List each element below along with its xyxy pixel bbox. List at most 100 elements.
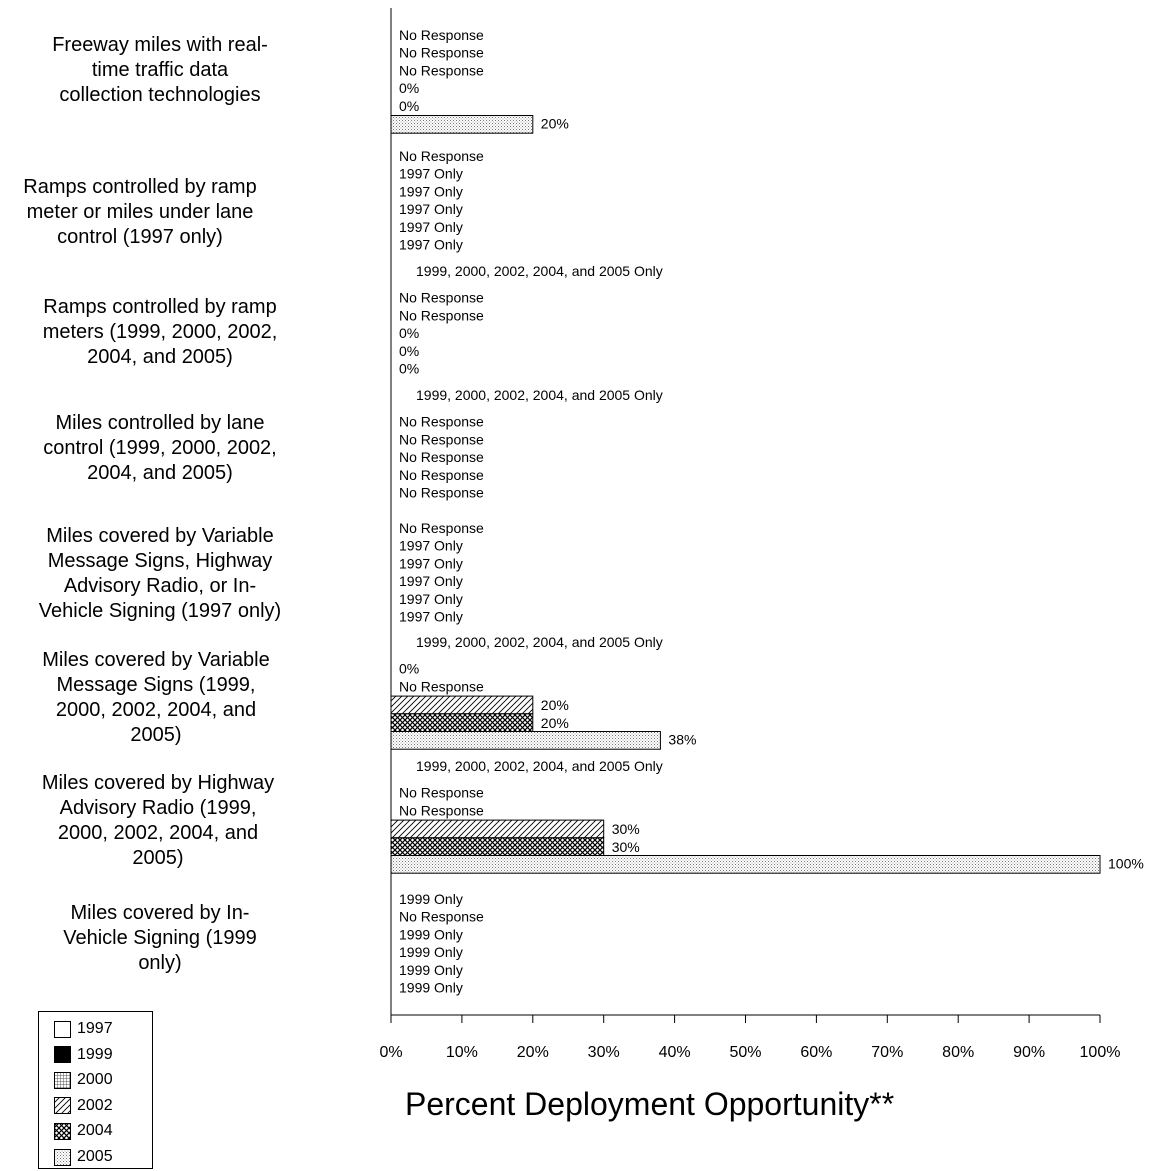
- category-label-line: time traffic data: [91, 59, 229, 81]
- category-label-line: Freeway miles with real-: [52, 34, 268, 56]
- data-label: 30%: [612, 821, 640, 837]
- category-label-line: 2004, and 2005): [87, 346, 233, 368]
- category-label-line: 2000, 2002, 2004, and: [55, 699, 257, 721]
- data-label: No Response: [399, 802, 484, 818]
- data-label: No Response: [399, 148, 484, 164]
- category-label-line: Miles controlled by lane: [55, 412, 265, 434]
- data-label: 1999, 2000, 2002, 2004, and 2005 Only: [416, 263, 663, 279]
- bar-2004: [390, 713, 534, 732]
- data-label: No Response: [399, 307, 484, 323]
- data-label: No Response: [399, 414, 484, 430]
- data-label: 1997 Only: [399, 237, 463, 253]
- data-label: 1997 Only: [399, 609, 463, 625]
- data-label: No Response: [399, 785, 484, 801]
- legend-swatch-rect: [54, 1046, 71, 1064]
- data-label: 1997 Only: [399, 201, 463, 217]
- x-tick-label: 50%: [729, 1044, 761, 1061]
- x-tick-label: 60%: [800, 1044, 832, 1061]
- data-label: No Response: [399, 909, 484, 925]
- data-label: 100%: [1108, 856, 1144, 872]
- data-label: 0%: [399, 661, 419, 677]
- data-label: No Response: [399, 485, 484, 501]
- legend-label: 2000: [77, 1071, 113, 1089]
- category-label: Miles covered by Highway Advisory Radio (…: [0, 771, 318, 871]
- data-label: No Response: [399, 431, 484, 447]
- data-label: 0%: [399, 80, 419, 96]
- category-label: Ramps controlled by ramp meters (1999, 20…: [0, 295, 320, 370]
- category-label-line: 2000, 2002, 2004, and: [57, 822, 259, 844]
- data-label: No Response: [399, 449, 484, 465]
- legend-label: 2005: [77, 1148, 113, 1165]
- category-label-line: control (1997 only): [57, 226, 223, 248]
- category-label-line: Advisory Radio (1999,: [59, 797, 257, 819]
- category-label-line: meters (1999, 2000, 2002,: [42, 321, 278, 343]
- category-label-line: Miles covered by Highway: [41, 772, 275, 794]
- data-label: 1999 Only: [399, 891, 463, 907]
- x-axis-title: Percent Deployment Opportunity**: [405, 1086, 895, 1122]
- legend-label: 2004: [77, 1122, 113, 1140]
- data-label: 30%: [612, 839, 640, 855]
- legend-swatch: [54, 1046, 71, 1064]
- data-label: 0%: [399, 98, 419, 114]
- data-label: No Response: [399, 290, 484, 306]
- data-label: 0%: [399, 343, 419, 359]
- data-label: 1999 Only: [399, 944, 463, 960]
- bar-2002: [390, 695, 534, 715]
- data-label: 1997 Only: [399, 555, 463, 571]
- legend-item-2002: 2002: [54, 1095, 113, 1117]
- category-label-line: 2005): [130, 724, 182, 746]
- data-label: No Response: [399, 467, 484, 483]
- x-tick-label: 80%: [942, 1044, 974, 1061]
- legend-item-2000: 2000: [54, 1069, 113, 1091]
- category-label-line: Message Signs, Highway: [47, 550, 273, 572]
- data-label: 20%: [541, 697, 569, 713]
- bar-2005: [390, 731, 661, 750]
- data-label: 1999, 2000, 2002, 2004, and 2005 Only: [416, 387, 663, 403]
- data-label: No Response: [399, 520, 484, 536]
- category-label-line: meter or miles under lane: [26, 201, 254, 223]
- legend-swatch: [54, 1148, 71, 1166]
- category-label-line: Advisory Radio, or In-: [63, 575, 257, 597]
- legend-swatch-rect: [54, 1122, 71, 1140]
- category-label-line: Miles covered by Variable: [42, 649, 270, 671]
- category-label-line: collection technologies: [59, 84, 261, 106]
- data-label: 1999 Only: [399, 926, 463, 942]
- x-tick-label: 0%: [379, 1044, 402, 1061]
- plot-area: 0% 10% 20% 30% 40% 50% 60% 70% 80% 90% 100% No Resp…: [379, 8, 1144, 1061]
- bar-2005: [390, 115, 534, 134]
- category-label-line: Ramps controlled by ramp: [43, 296, 277, 318]
- bar-2004: [390, 837, 605, 856]
- category-label-line: control (1999, 2000, 2002,: [43, 437, 277, 459]
- legend-label: 1999: [77, 1045, 113, 1063]
- x-tick-label: 10%: [446, 1044, 478, 1061]
- category-label: Miles controlled by lane control (1999, 2…: [0, 411, 320, 486]
- legend: 1997 1999 2000 2002 2004 2005: [38, 1011, 153, 1169]
- legend-swatch: [54, 1097, 71, 1115]
- data-label: 1999, 2000, 2002, 2004, and 2005 Only: [416, 634, 663, 650]
- legend-swatch: [54, 1122, 71, 1140]
- legend-swatch-rect: [54, 1071, 71, 1089]
- legend-swatch-rect: [54, 1097, 71, 1115]
- data-label: 1997 Only: [399, 219, 463, 235]
- legend-label: 1997: [77, 1020, 113, 1037]
- data-label: 1997 Only: [399, 538, 463, 554]
- category-label-line: Miles covered by In-: [70, 902, 250, 924]
- category-label: Miles covered by Variable Message Signs (…: [0, 648, 316, 748]
- legend-swatch: [54, 1071, 71, 1089]
- data-label: 1999 Only: [399, 980, 463, 996]
- x-tick-label: 90%: [1013, 1044, 1045, 1061]
- category-label: Ramps controlled by ramp meter or miles u…: [0, 175, 300, 250]
- legend-swatch-rect: [54, 1148, 71, 1166]
- data-label: 1999 Only: [399, 962, 463, 978]
- data-label: 1999, 2000, 2002, 2004, and 2005 Only: [416, 758, 663, 774]
- x-tick-label: 40%: [659, 1044, 691, 1061]
- x-tick-label: 30%: [588, 1044, 620, 1061]
- legend-item-2005: 2005: [54, 1146, 113, 1168]
- x-tick-label: 70%: [871, 1044, 903, 1061]
- legend-label: 2002: [77, 1096, 113, 1114]
- legend-item-1999: 1999: [54, 1044, 113, 1066]
- data-label: No Response: [399, 27, 484, 43]
- category-label: Miles covered by In- Vehicle Signing (199…: [0, 901, 320, 976]
- data-label: No Response: [399, 678, 484, 694]
